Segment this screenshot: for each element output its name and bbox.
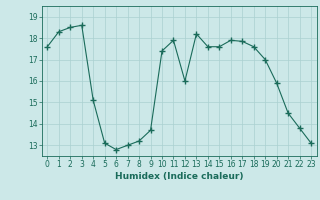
X-axis label: Humidex (Indice chaleur): Humidex (Indice chaleur) [115,172,244,181]
